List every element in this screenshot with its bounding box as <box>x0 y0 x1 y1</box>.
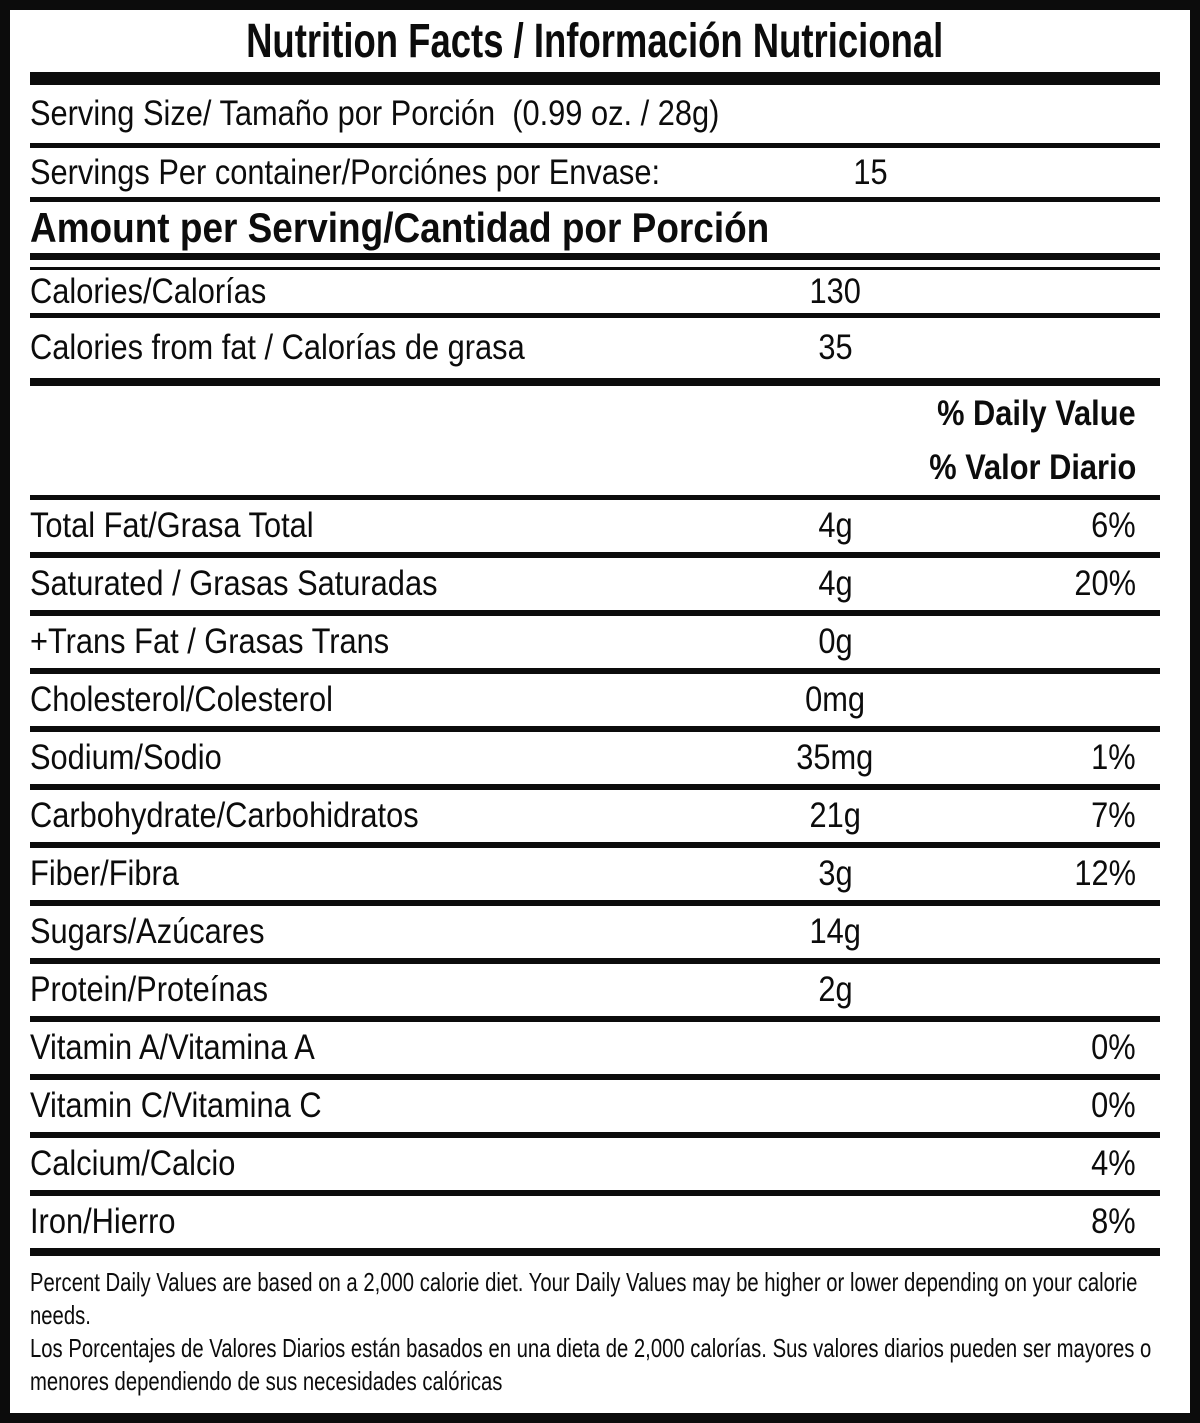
nutrient-row-vitamin-a: Vitamin A/Vitamina A 0% <box>30 1022 1160 1074</box>
calories-from-fat-row: Calories from fat / Calorías de grasa 35 <box>30 318 1160 378</box>
nutrient-dv: 1% <box>1091 738 1136 777</box>
divider <box>30 900 1160 906</box>
divider-thick <box>30 253 1160 260</box>
calories-value: 130 <box>809 271 861 311</box>
daily-value-header-es-row: % Valor Diario <box>30 441 1160 495</box>
daily-value-header-en: % Daily Value <box>937 393 1136 433</box>
divider <box>30 197 1160 202</box>
serving-size-row: Serving Size/ Tamaño por Porción (0.99 o… <box>30 85 1160 143</box>
footnote-section: Percent Daily Values are based on a 2,00… <box>30 1256 1160 1398</box>
nutrient-row-cholesterol: Cholesterol/Colesterol 0mg <box>30 674 1160 726</box>
divider <box>30 143 1160 148</box>
nutrient-dv: 0% <box>1091 1086 1136 1125</box>
nutrient-row-fiber: Fiber/Fibra 3g 12% <box>30 848 1160 900</box>
nutrient-label: Carbohydrate/Carbohidratos <box>30 796 419 835</box>
divider <box>30 495 1160 500</box>
divider <box>30 842 1160 848</box>
divider <box>30 313 1160 318</box>
nutrient-row-calcium: Calcium/Calcio 4% <box>30 1138 1160 1190</box>
nutrient-amount: 14g <box>809 912 861 951</box>
calories-label: Calories/Calorías <box>30 271 267 311</box>
nutrient-label: Calcium/Calcio <box>30 1144 236 1183</box>
nutrient-label: Vitamin A/Vitamina A <box>30 1028 315 1067</box>
nutrient-amount: 0g <box>817 622 853 661</box>
nutrient-label: Cholesterol/Colesterol <box>30 680 334 719</box>
nutrient-label: +Trans Fat / Grasas Trans <box>30 622 390 661</box>
divider <box>30 726 1160 732</box>
footnote-english: Percent Daily Values are based on a 2,00… <box>30 1267 1138 1330</box>
nutrient-label: Sodium/Sodio <box>30 738 222 777</box>
title-separator-bar <box>30 72 1160 85</box>
nutrient-row-sugars: Sugars/Azúcares 14g <box>30 906 1160 958</box>
footnote-spanish: Los Porcentajes de Valores Diarios están… <box>30 1333 1152 1396</box>
divider <box>30 958 1160 964</box>
nutrient-label: Total Fat/Grasa Total <box>30 506 314 545</box>
nutrient-label: Vitamin C/Vitamina C <box>30 1086 322 1125</box>
nutrient-row-sodium: Sodium/Sodio 35mg 1% <box>30 732 1160 784</box>
daily-value-header-es: % Valor Diario <box>928 448 1136 487</box>
nutrient-row-protein: Protein/Proteínas 2g <box>30 964 1160 1016</box>
nutrient-label: Protein/Proteínas <box>30 970 268 1009</box>
nutrient-dv: 0% <box>1091 1028 1136 1067</box>
calories-from-fat-label: Calories from fat / Calorías de grasa <box>30 328 525 367</box>
nutrient-amount: 35mg <box>796 738 874 777</box>
divider <box>30 784 1160 790</box>
nutrient-dv: 8% <box>1091 1202 1136 1241</box>
divider-thin <box>30 267 1160 270</box>
nutrient-dv: 6% <box>1091 506 1136 545</box>
daily-value-header-en-row: % Daily Value <box>30 386 1160 441</box>
nutrient-amount: 3g <box>817 854 853 893</box>
divider <box>30 1016 1160 1022</box>
label-title: Nutrition Facts / Información Nutriciona… <box>246 14 944 68</box>
nutrient-dv: 7% <box>1091 796 1136 835</box>
nutrient-row-vitamin-c: Vitamin C/Vitamina C 0% <box>30 1080 1160 1132</box>
divider-heavy <box>30 1248 1160 1256</box>
nutrient-amount: 2g <box>817 970 853 1009</box>
nutrient-row-iron: Iron/Hierro 8% <box>30 1196 1160 1248</box>
nutrient-row-trans-fat: +Trans Fat / Grasas Trans 0g <box>30 616 1160 668</box>
divider <box>30 610 1160 616</box>
divider <box>30 668 1160 674</box>
calories-from-fat-value: 35 <box>817 328 853 367</box>
label-title-row: Nutrition Facts / Información Nutriciona… <box>30 10 1160 72</box>
nutrient-amount: 21g <box>809 796 861 835</box>
nutrient-label: Saturated / Grasas Saturadas <box>30 564 438 603</box>
nutrient-label: Iron/Hierro <box>30 1202 176 1241</box>
calories-row: Calories/Calorías 130 <box>30 270 1160 313</box>
servings-per-container-row: Servings Per container/Porciónes por Env… <box>30 148 1160 197</box>
divider <box>30 1132 1160 1138</box>
nutrient-row-carbohydrate: Carbohydrate/Carbohidratos 21g 7% <box>30 790 1160 842</box>
amount-per-serving-header-row: Amount per Serving/Cantidad por Porción <box>30 202 1160 253</box>
nutrient-dv: 12% <box>1074 854 1136 893</box>
nutrient-amount: 0mg <box>805 680 865 719</box>
divider <box>30 1190 1160 1196</box>
servings-per-container-value: 15 <box>853 152 889 192</box>
serving-size-text: Serving Size/ Tamaño por Porción (0.99 o… <box>30 94 720 133</box>
amount-per-serving-header: Amount per Serving/Cantidad por Porción <box>30 203 770 251</box>
nutrient-label: Fiber/Fibra <box>30 854 179 893</box>
nutrient-label: Sugars/Azúcares <box>30 912 265 951</box>
divider-heavy <box>30 378 1160 386</box>
nutrient-amount: 4g <box>817 506 853 545</box>
nutrient-dv: 20% <box>1074 564 1136 603</box>
nutrient-row-total-fat: Total Fat/Grasa Total 4g 6% <box>30 500 1160 552</box>
nutrient-amount: 4g <box>817 564 853 603</box>
servings-per-container-label: Servings Per container/Porciónes por Env… <box>30 152 661 192</box>
nutrient-row-saturated-fat: Saturated / Grasas Saturadas 4g 20% <box>30 558 1160 610</box>
nutrient-dv: 4% <box>1091 1144 1136 1183</box>
divider <box>30 552 1160 558</box>
divider <box>30 1074 1160 1080</box>
